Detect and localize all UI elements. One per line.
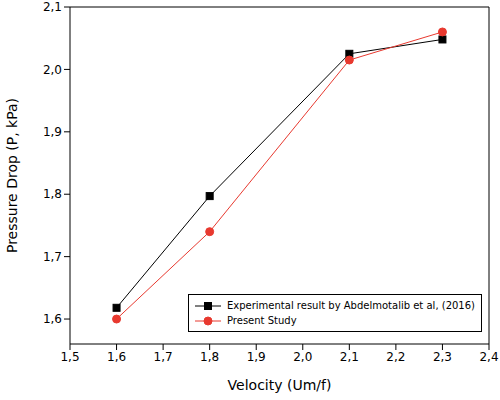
svg-text:1,6: 1,6 <box>43 312 62 326</box>
svg-text:Velocity (Um/f): Velocity (Um/f) <box>228 377 332 393</box>
html-text:Present Study: Present Study <box>227 315 297 326</box>
svg-text:2,3: 2,3 <box>433 350 452 364</box>
svg-text:1,7: 1,7 <box>154 350 173 364</box>
svg-text:2,1: 2,1 <box>43 0 62 14</box>
svg-text:1,9: 1,9 <box>247 350 266 364</box>
svg-text:1,8: 1,8 <box>43 187 62 201</box>
html-text:Experimental result by Abdelmo: Experimental result by Abdelmotalib et a… <box>227 300 475 311</box>
svg-text:2,0: 2,0 <box>43 63 62 77</box>
svg-text:1,5: 1,5 <box>60 350 79 364</box>
svg-text:Pressure Drop (P, kPa): Pressure Drop (P, kPa) <box>8 98 20 253</box>
svg-text:1,6: 1,6 <box>107 350 126 364</box>
svg-text:1,7: 1,7 <box>43 250 62 264</box>
svg-text:1,9: 1,9 <box>43 125 62 139</box>
svg-text:2,2: 2,2 <box>386 350 405 364</box>
svg-text:1,8: 1,8 <box>200 350 219 364</box>
svg-text:2,0: 2,0 <box>293 350 312 364</box>
svg-text:2,4: 2,4 <box>479 350 492 364</box>
svg-text:2,1: 2,1 <box>340 350 359 364</box>
